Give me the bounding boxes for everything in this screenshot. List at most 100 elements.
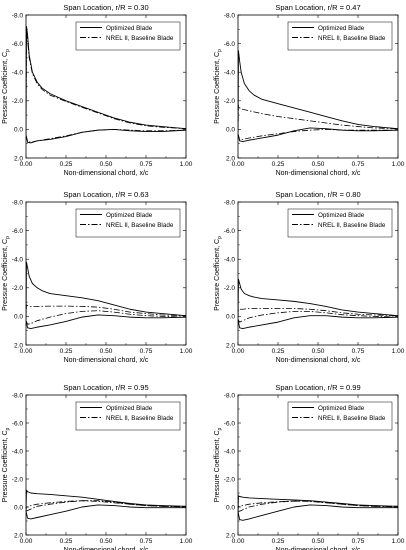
y-tick-label: -4.0 (224, 448, 236, 455)
y-tick-label: 0.0 (226, 127, 235, 134)
chart-title: Span Location, r/R = 0.95 (63, 383, 148, 392)
x-tick-label: 0.50 (312, 348, 325, 355)
x-tick-label: 0.25 (272, 161, 285, 168)
y-tick-label: -6.0 (12, 420, 24, 427)
chart-title: Span Location, r/R = 0.47 (275, 3, 360, 12)
y-tick-label: 0.0 (14, 314, 23, 321)
chart-panel-6: Span Location, r/R = 0.99 -8.0 -6.0 -4.0 -2.… (214, 383, 405, 550)
legend: Optimized Blade NREL II, Baseline Blade (287, 21, 393, 51)
x-tick-label: 0.50 (100, 348, 113, 355)
legend-box (287, 21, 393, 51)
chart-panel-1: Span Location, r/R = 0.30 -8.0 -6.0 -4.0 -2.… (2, 3, 193, 177)
series-optimized-upper (238, 278, 398, 320)
legend-box (75, 208, 181, 238)
series-baseline-lower (238, 310, 398, 323)
x-axis-label: Non-dimensional chord, x/c (276, 170, 361, 177)
chart-title: Span Location, r/R = 0.63 (63, 190, 148, 199)
x-tick-label: 1.00 (180, 538, 193, 545)
y-tick-label: 2.0 (226, 342, 235, 349)
y-tick-label: -8.0 (224, 199, 236, 206)
y-tick-label: -8.0 (224, 12, 236, 19)
x-tick-label: 0.00 (20, 348, 33, 355)
x-tick-label: 0.75 (140, 348, 153, 355)
y-tick-label: -6.0 (12, 41, 24, 48)
series-baseline-lower (26, 500, 186, 512)
legend-label: NREL II, Baseline Blade (318, 35, 386, 42)
y-tick-label: -4.0 (12, 70, 24, 77)
y-tick-label: -2.0 (224, 98, 236, 105)
chart-title: Span Location, r/R = 0.30 (63, 3, 148, 12)
y-axis-label-subscript: p (217, 49, 223, 52)
x-axis-label: Non-dimensional chord, x/c (276, 547, 361, 550)
series-baseline-upper (26, 304, 186, 321)
y-tick-label: 2.0 (14, 342, 23, 349)
legend-box (287, 208, 393, 238)
y-tick-label: 0.0 (14, 127, 23, 134)
series-baseline-upper (26, 31, 186, 136)
x-tick-label: 0.00 (232, 538, 245, 545)
series-baseline-lower (26, 129, 186, 143)
legend-box (287, 401, 393, 431)
series-baseline-lower (238, 500, 398, 512)
legend-label: NREL II, Baseline Blade (106, 415, 174, 422)
x-tick-label: 0.25 (272, 348, 285, 355)
legend-label: NREL II, Baseline Blade (318, 415, 386, 422)
legend: Optimized Blade NREL II, Baseline Blade (287, 401, 393, 431)
y-tick-label: -4.0 (224, 70, 236, 77)
series-optimized-lower (238, 315, 398, 330)
series-baseline-upper (26, 500, 186, 512)
y-tick-label: 0.0 (226, 314, 235, 321)
y-axis-label: Pressure Coefficient, Cp (2, 427, 11, 502)
legend-box (75, 21, 181, 51)
series-baseline-upper (238, 500, 398, 512)
series-optimized-lower (238, 127, 398, 143)
x-tick-label: 0.75 (140, 538, 153, 545)
y-axis-label-subscript: p (5, 427, 11, 430)
y-axis-label-subscript: p (5, 236, 11, 239)
legend-label: NREL II, Baseline Blade (106, 35, 174, 42)
series-optimized-upper (26, 489, 186, 512)
x-tick-label: 0.00 (20, 161, 33, 168)
x-tick-label: 1.00 (392, 538, 405, 545)
legend-label: Optimized Blade (318, 212, 365, 219)
x-axis-label: Non-dimensional chord, x/c (276, 357, 361, 364)
series-baseline-lower (238, 129, 398, 140)
chart-title: Span Location, r/R = 0.99 (275, 383, 360, 392)
legend: Optimized Blade NREL II, Baseline Blade (75, 21, 181, 51)
y-tick-label: 2.0 (226, 155, 235, 162)
series-optimized-upper (238, 495, 398, 512)
y-tick-label: 2.0 (14, 155, 23, 162)
series-baseline-lower (26, 310, 186, 325)
x-tick-label: 0.75 (352, 538, 365, 545)
x-tick-label: 1.00 (392, 348, 405, 355)
chart-panel-5: Span Location, r/R = 0.95 -8.0 -6.0 -4.0 -2.… (2, 383, 193, 550)
chart-panel-3: -8.0 -6.0 -4.0 -2.0 0.0 2.00.00 0.25 0.50 0.75 1.… (2, 190, 193, 364)
legend-label: NREL II, Baseline Blade (106, 222, 174, 229)
y-tick-label: -6.0 (224, 228, 236, 235)
y-axis-label: Pressure Coefficient, Cp (214, 49, 223, 124)
series-optimized-lower (26, 504, 186, 520)
y-tick-label: 0.0 (14, 504, 23, 511)
y-axis-label-subscript: p (217, 236, 223, 239)
series-optimized-upper (238, 50, 398, 134)
legend: Optimized Blade NREL II, Baseline Blade (75, 401, 181, 431)
y-tick-label: -6.0 (12, 228, 24, 235)
chart-panel-4: -8.0 -6.0 -4.0 -2.0 0.0 2.00.00 0.25 0.50 0.75 1.… (214, 190, 405, 364)
x-tick-label: 0.75 (140, 161, 153, 168)
legend-label: Optimized Blade (318, 25, 365, 32)
x-tick-label: 0.50 (312, 161, 325, 168)
y-axis-label: Pressure Coefficient, Cp (214, 427, 223, 502)
y-tick-label: -2.0 (224, 285, 236, 292)
series-optimized-lower (26, 314, 186, 330)
y-tick-label: -8.0 (12, 12, 24, 19)
x-tick-label: 0.50 (312, 538, 325, 545)
x-tick-label: 1.00 (180, 348, 193, 355)
series-baseline-upper (238, 104, 398, 134)
x-tick-label: 0.25 (60, 161, 73, 168)
y-tick-label: -2.0 (224, 476, 236, 483)
x-tick-label: 0.00 (232, 348, 245, 355)
x-tick-label: 1.00 (180, 161, 193, 168)
y-tick-label: -4.0 (224, 257, 236, 264)
y-axis-label-subscript: p (5, 49, 11, 52)
y-tick-label: 2.0 (226, 532, 235, 539)
